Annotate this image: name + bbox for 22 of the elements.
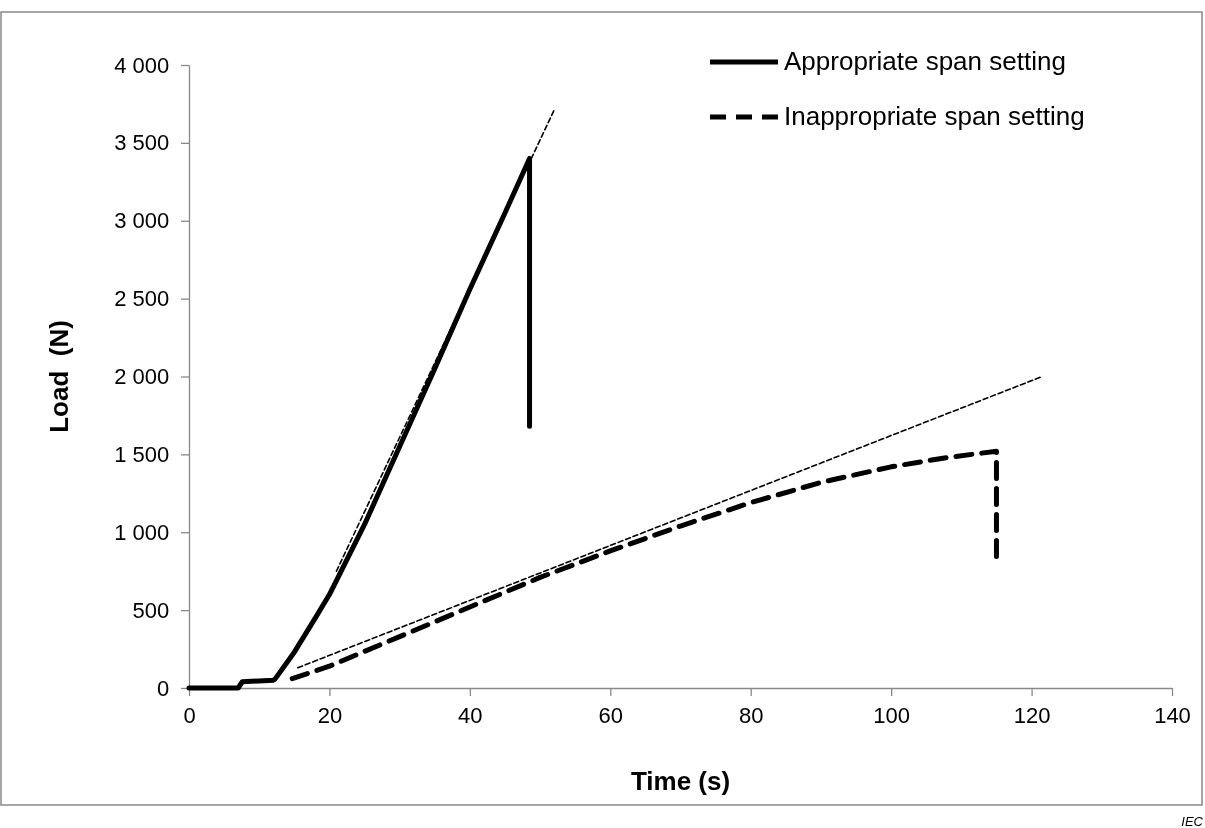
y-tick-label: 2 000: [114, 364, 170, 390]
y-tick-label: 2 500: [114, 286, 170, 312]
x-axis-title: Time (s): [630, 766, 731, 796]
y-tick-label: 4 000: [114, 52, 170, 78]
x-tick-label: 140: [1154, 703, 1191, 729]
y-tick-label: 3 500: [114, 130, 170, 156]
x-tick-label: 80: [738, 703, 764, 729]
y-tick-label: 1 000: [114, 519, 170, 545]
x-tick-label: 60: [598, 703, 624, 729]
x-tick-label: 20: [317, 703, 343, 729]
y-tick-label: 0: [156, 675, 170, 701]
x-tick-label: 100: [873, 703, 910, 729]
y-tick-label: 3 000: [114, 208, 170, 234]
legend-label: Appropriate span setting: [784, 46, 1066, 76]
text: IEC: [1181, 814, 1204, 828]
x-tick-label: 0: [183, 703, 196, 729]
legend-label: Inappropriate span setting: [784, 101, 1085, 131]
x-tick-label: 120: [1013, 703, 1051, 729]
y-tick-label: 1 500: [114, 441, 170, 467]
y-axis-title: Load (N): [44, 320, 74, 433]
y-tick-label: 500: [132, 597, 170, 623]
x-tick-label: 40: [458, 703, 483, 729]
